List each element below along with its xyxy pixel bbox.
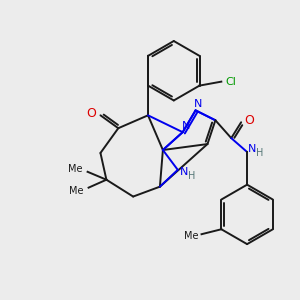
Text: N: N (248, 144, 256, 154)
Text: N: N (182, 121, 190, 131)
Text: H: H (256, 148, 264, 158)
Text: N: N (179, 167, 188, 177)
Text: Me: Me (68, 164, 83, 174)
Text: Cl: Cl (226, 76, 237, 87)
Text: O: O (87, 107, 97, 120)
Text: H: H (188, 171, 195, 181)
Text: O: O (244, 114, 254, 127)
Text: Me: Me (184, 231, 199, 241)
Text: N: N (194, 99, 203, 110)
Text: Me: Me (69, 186, 84, 196)
